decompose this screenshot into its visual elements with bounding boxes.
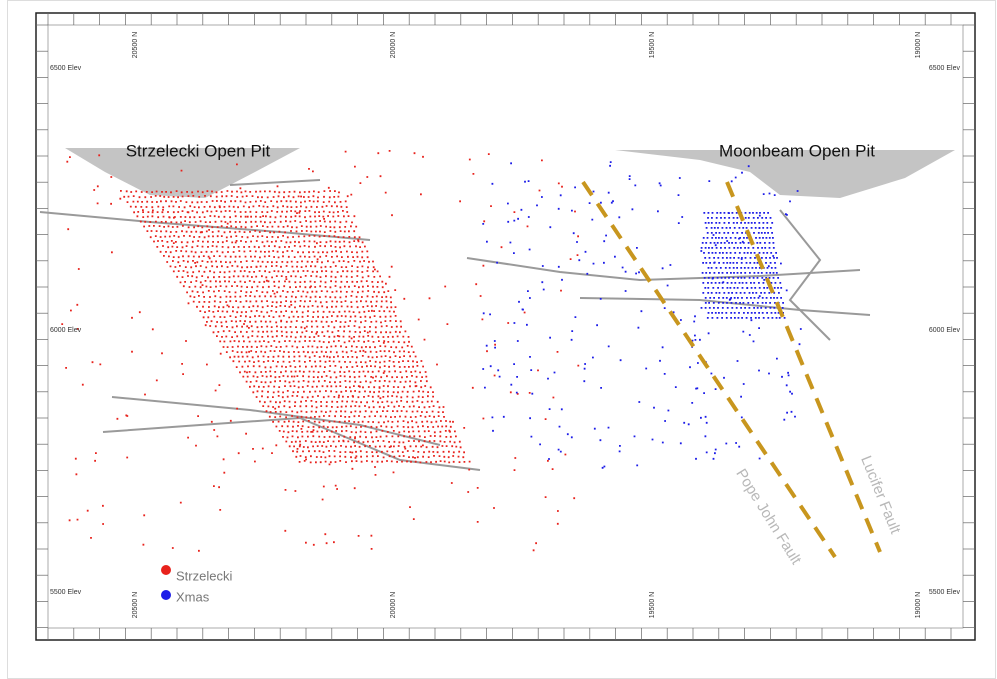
inner-frame <box>47 24 964 629</box>
northing-label: 20000 N <box>390 592 397 618</box>
northing-label: 19500 N <box>649 592 656 618</box>
strzelecki-pit <box>65 148 300 198</box>
northing-label: 20000 N <box>390 32 397 58</box>
pit-label: Strzelecki Open Pit <box>126 141 271 160</box>
drill-line <box>102 416 481 471</box>
elevation-label: 6000 Elev <box>929 327 961 334</box>
northing-label: 20500 N <box>132 592 139 618</box>
sample-points <box>61 150 802 552</box>
sample-dots <box>482 161 802 469</box>
fault-line <box>581 180 837 559</box>
moonbeam-pit <box>615 150 955 198</box>
northing-label: 20500 N <box>132 32 139 58</box>
elevation-label: 6500 Elev <box>929 65 961 72</box>
northing-label: 19000 N <box>915 592 922 618</box>
drill-line <box>466 257 861 282</box>
sample-dots <box>61 150 580 552</box>
northing-label: 19000 N <box>915 32 922 58</box>
drill-line <box>229 179 321 186</box>
legend-swatch <box>161 565 171 575</box>
elevation-label: 5500 Elev <box>929 589 961 596</box>
frame <box>35 12 976 641</box>
elevation-label: 6000 Elev <box>50 327 82 334</box>
legend-swatch <box>161 590 171 600</box>
pit-label: Moonbeam Open Pit <box>719 141 875 160</box>
legend-label: Xmas <box>176 589 210 604</box>
fault-line <box>725 181 882 553</box>
drill-line <box>579 297 871 316</box>
drill-line <box>111 396 441 446</box>
northing-label: 19500 N <box>649 32 656 58</box>
drill-line <box>779 209 831 341</box>
elevation-label: 5500 Elev <box>50 589 82 596</box>
legend-label: Strzelecki <box>176 568 232 583</box>
elevation-label: 6500 Elev <box>50 65 82 72</box>
